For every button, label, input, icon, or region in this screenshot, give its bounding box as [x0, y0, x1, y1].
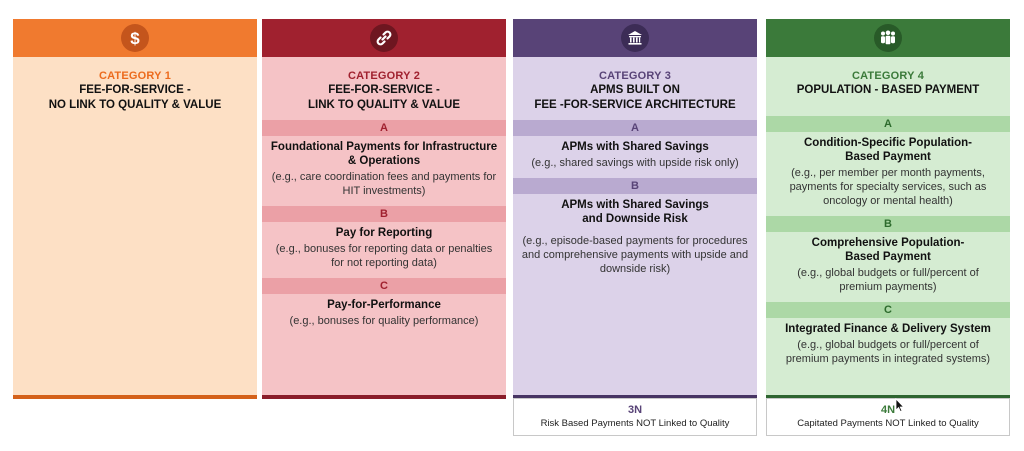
people-icon [874, 24, 902, 52]
subcategory-letter: C [766, 302, 1010, 318]
category-1-header: $ [13, 19, 257, 57]
category-1-bottom-bar [13, 395, 257, 399]
footer-4n: 4N Capitated Payments NOT Linked to Qual… [766, 398, 1010, 436]
category-4-header [766, 19, 1010, 57]
dollar-icon: $ [121, 24, 149, 52]
category-2-body: CATEGORY 2 FEE-FOR-SERVICE - LINK TO QUA… [262, 57, 506, 395]
subcategory-title: APMs with Shared Savings [561, 141, 709, 153]
footer-3n: 3N Risk Based Payments NOT Linked to Qua… [513, 398, 757, 436]
category-title-line2: FEE -FOR-SERVICE ARCHITECTURE [534, 99, 736, 111]
category-1-column: $ CATEGORY 1 FEE-FOR-SERVICE - NO LINK T… [13, 19, 257, 399]
footer-description: Risk Based Payments NOT Linked to Qualit… [540, 418, 730, 429]
subcategory-description: (e.g., episode-based payments for proced… [521, 235, 749, 275]
building-icon [621, 24, 649, 52]
category-3-column: CATEGORY 3 APMS BUILT ON FEE -FOR-SERVIC… [513, 19, 757, 399]
category-label: CATEGORY 3 [598, 70, 672, 82]
subcategory-letter: B [513, 178, 757, 194]
subcategory-description: (e.g., bonuses for reporting data or pen… [275, 243, 493, 269]
category-3-header [513, 19, 757, 57]
subcategory-title: Foundational Payments for Infrastructure… [270, 141, 498, 167]
link-icon [370, 24, 398, 52]
category-label: CATEGORY 4 [851, 70, 925, 82]
category-4-bottom-bar [766, 395, 1010, 399]
subcategory-title: Condition-Specific Population-Based Paym… [803, 137, 972, 163]
category-title-line1: APMS BUILT ON [590, 84, 680, 96]
subcategory-title: APMs with Shared Savings and Downside Ri… [561, 199, 709, 225]
subcategory-letter: B [262, 206, 506, 222]
category-title-line1: FEE-FOR-SERVICE - [328, 84, 440, 96]
category-label: CATEGORY 2 [347, 70, 421, 82]
category-title-line2: LINK TO QUALITY & VALUE [307, 99, 461, 111]
category-3-bottom-bar [513, 395, 757, 399]
category-4-body: CATEGORY 4 POPULATION - BASED PAYMENT A … [766, 57, 1010, 395]
category-3-body: CATEGORY 3 APMS BUILT ON FEE -FOR-SERVIC… [513, 57, 757, 395]
subcategory-description: (e.g., shared savings with upside risk o… [531, 157, 739, 169]
category-2-column: CATEGORY 2 FEE-FOR-SERVICE - LINK TO QUA… [262, 19, 506, 399]
subcategory-letter: B [766, 216, 1010, 232]
subcategory-title: Comprehensive Population-Based Payment [811, 237, 965, 263]
subcategory-title: Pay for Reporting [335, 227, 433, 239]
footer-code: 3N [627, 404, 643, 416]
category-title-line1: FEE-FOR-SERVICE - [79, 84, 191, 96]
subcategory-letter: A [513, 120, 757, 136]
subcategory-title: Pay-for-Performance [327, 299, 441, 311]
subcategory-description: (e.g., bonuses for quality performance) [289, 315, 479, 327]
category-title-line2: NO LINK TO QUALITY & VALUE [48, 99, 222, 111]
subcategory-letter: C [262, 278, 506, 294]
subcategory-description: (e.g., care coordination fees and paymen… [271, 171, 497, 197]
subcategory-description: (e.g., per member per month payments, pa… [789, 167, 987, 207]
category-2-bottom-bar [262, 395, 506, 399]
footer-code: 4N [880, 404, 896, 416]
mouse-cursor-icon [895, 397, 905, 418]
subcategory-letter: A [262, 120, 506, 136]
subcategory-description: (e.g., global budgets or full/percent of… [797, 267, 979, 293]
category-title-line1: POPULATION - BASED PAYMENT [796, 84, 980, 96]
subcategory-letter: A [766, 116, 1010, 132]
category-4-column: CATEGORY 4 POPULATION - BASED PAYMENT A … [766, 19, 1010, 399]
category-1-body: CATEGORY 1 FEE-FOR-SERVICE - NO LINK TO … [13, 57, 257, 395]
footer-description: Capitated Payments NOT Linked to Quality [797, 418, 979, 429]
svg-text:$: $ [130, 29, 140, 47]
category-2-header [262, 19, 506, 57]
category-label: CATEGORY 1 [98, 70, 172, 82]
subcategory-title: Integrated Finance & Delivery System [785, 323, 991, 335]
subcategory-description: (e.g., global budgets or full/percent of… [785, 339, 991, 365]
